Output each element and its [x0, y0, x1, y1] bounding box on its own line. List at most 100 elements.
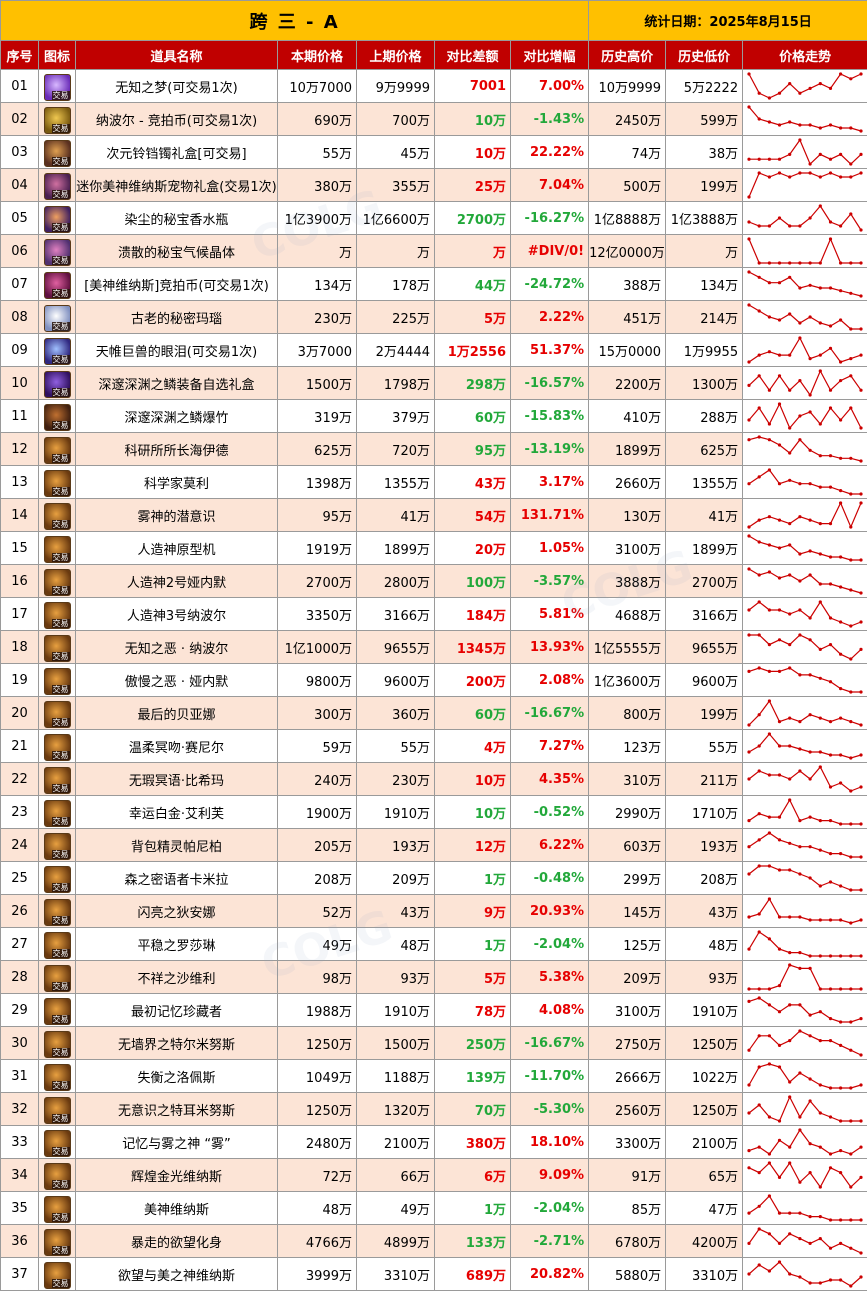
trend-point: [767, 831, 772, 835]
trend-point: [849, 588, 853, 592]
trend-point: [767, 543, 772, 547]
row-number: 25: [0, 861, 39, 895]
row-number: 27: [0, 927, 39, 961]
price-diff: 5万: [434, 300, 511, 334]
col-header-name: 道具名称: [75, 40, 278, 70]
trend-point: [757, 353, 761, 357]
row-number: 05: [0, 201, 39, 235]
price-change-pct: 7.00%: [509, 69, 590, 103]
card-icon: 交易: [43, 733, 71, 761]
trend-point: [839, 918, 843, 922]
trend-point: [849, 1284, 853, 1288]
trend-point: [839, 852, 843, 856]
price-diff: 1万: [434, 927, 511, 961]
history-low: 208万: [665, 861, 744, 895]
price-change-pct: 5.38%: [509, 960, 590, 994]
trend-point: [818, 1185, 822, 1189]
item-name: 无瑕冥语·比希玛: [75, 762, 278, 796]
trend-line: [748, 1195, 862, 1221]
price-trend-cell: [742, 828, 867, 862]
trend-point: [777, 443, 782, 447]
trend-line: [748, 237, 862, 264]
previous-price: 178万: [356, 267, 435, 301]
trend-point: [808, 918, 812, 922]
price-diff: 380万: [434, 1125, 511, 1159]
table-row: 20 交易 最后的贝亚娜 300万 360万 60万 -16.67% 800万 199万: [0, 696, 867, 730]
trend-point: [849, 558, 853, 562]
history-high: 1亿8888万: [588, 201, 667, 235]
trade-badge: 交易: [51, 750, 70, 760]
price-diff: 10万: [434, 795, 511, 829]
trend-point: [839, 224, 843, 228]
trend-line: [748, 931, 862, 957]
item-name: 迷你美神维纳斯宠物礼盒(交易1次): [75, 168, 278, 202]
trend-point: [839, 289, 843, 293]
trend-line: [748, 271, 862, 297]
trend-point: [808, 549, 812, 553]
item-name: 溃散的秘宝气候晶体: [75, 234, 278, 268]
trend-point: [767, 897, 772, 901]
trend-point: [839, 753, 843, 757]
card-icon: 交易: [43, 502, 71, 530]
trend-point: [777, 1065, 782, 1069]
trend-point: [777, 638, 782, 642]
history-low: 211万: [665, 762, 744, 796]
trend-point: [839, 822, 843, 826]
trend-point: [767, 96, 772, 100]
trend-point: [818, 126, 822, 130]
history-low: 1355万: [665, 465, 744, 499]
price-trend-cell: [742, 1026, 867, 1060]
trend-point: [859, 1119, 863, 1123]
trend-point: [818, 1039, 822, 1043]
trend-point: [747, 438, 751, 442]
trend-point: [839, 884, 843, 888]
trend-point: [859, 171, 863, 175]
trend-point: [757, 91, 761, 95]
trend-point: [747, 418, 751, 422]
trend-point: [818, 353, 822, 357]
history-high: 3100万: [588, 531, 667, 565]
trend-point: [849, 77, 853, 81]
current-price: 1亿3900万: [277, 201, 357, 235]
trend-point: [859, 1251, 863, 1255]
table-row: 22 交易 无瑕冥语·比希玛 240万 230万 10万 4.35% 310万 211万: [0, 762, 867, 796]
current-price: 59万: [277, 729, 357, 763]
trend-point: [757, 996, 761, 1000]
history-low: 5万2222: [665, 69, 744, 103]
price-trend-cell: [742, 1224, 867, 1258]
trend-point: [849, 954, 853, 958]
trend-point: [747, 1083, 751, 1087]
trend-line: [748, 699, 862, 726]
trend-point: [747, 1111, 751, 1115]
history-high: 2750万: [588, 1026, 667, 1060]
price-diff: 1万2556: [434, 333, 511, 367]
trend-point: [767, 643, 772, 647]
previous-price: 1355万: [356, 465, 435, 499]
trend-point: [747, 987, 751, 991]
trend-point: [808, 1281, 812, 1285]
trend-point: [798, 673, 802, 677]
table-row: 29 交易 最初记忆珍藏者 1988万 1910万 78万 4.08% 3100万 1910万: [0, 993, 867, 1027]
trend-point: [839, 152, 843, 156]
previous-price: 55万: [356, 729, 435, 763]
card-icon: 交易: [43, 634, 71, 662]
previous-price: 48万: [356, 927, 435, 961]
trend-point: [808, 123, 812, 127]
trend-point: [808, 1099, 812, 1103]
trend-line: [748, 798, 862, 825]
table-row: 23 交易 幸运白金·艾利芙 1900万 1910万 10万 -0.52% 2990万 1710…: [0, 795, 867, 829]
price-change-pct: 6.22%: [509, 828, 590, 862]
price-diff: 54万: [434, 498, 511, 532]
history-low: 65万: [665, 1158, 744, 1192]
current-price: 690万: [277, 102, 357, 136]
trend-point: [788, 573, 792, 577]
table-row: 11 交易 深邃深渊之鳞爆竹 319万 379万 60万 -15.83% 410万 288万: [0, 399, 867, 433]
price-trend-cell: [742, 1191, 867, 1225]
trend-point: [849, 291, 853, 295]
trend-point: [757, 309, 761, 313]
row-number: 08: [0, 300, 39, 334]
stat-date: 统计日期：2025年8月15日: [588, 0, 867, 41]
trend-point: [767, 669, 772, 673]
trend-point: [747, 195, 751, 199]
history-high: 1亿5555万: [588, 630, 667, 664]
